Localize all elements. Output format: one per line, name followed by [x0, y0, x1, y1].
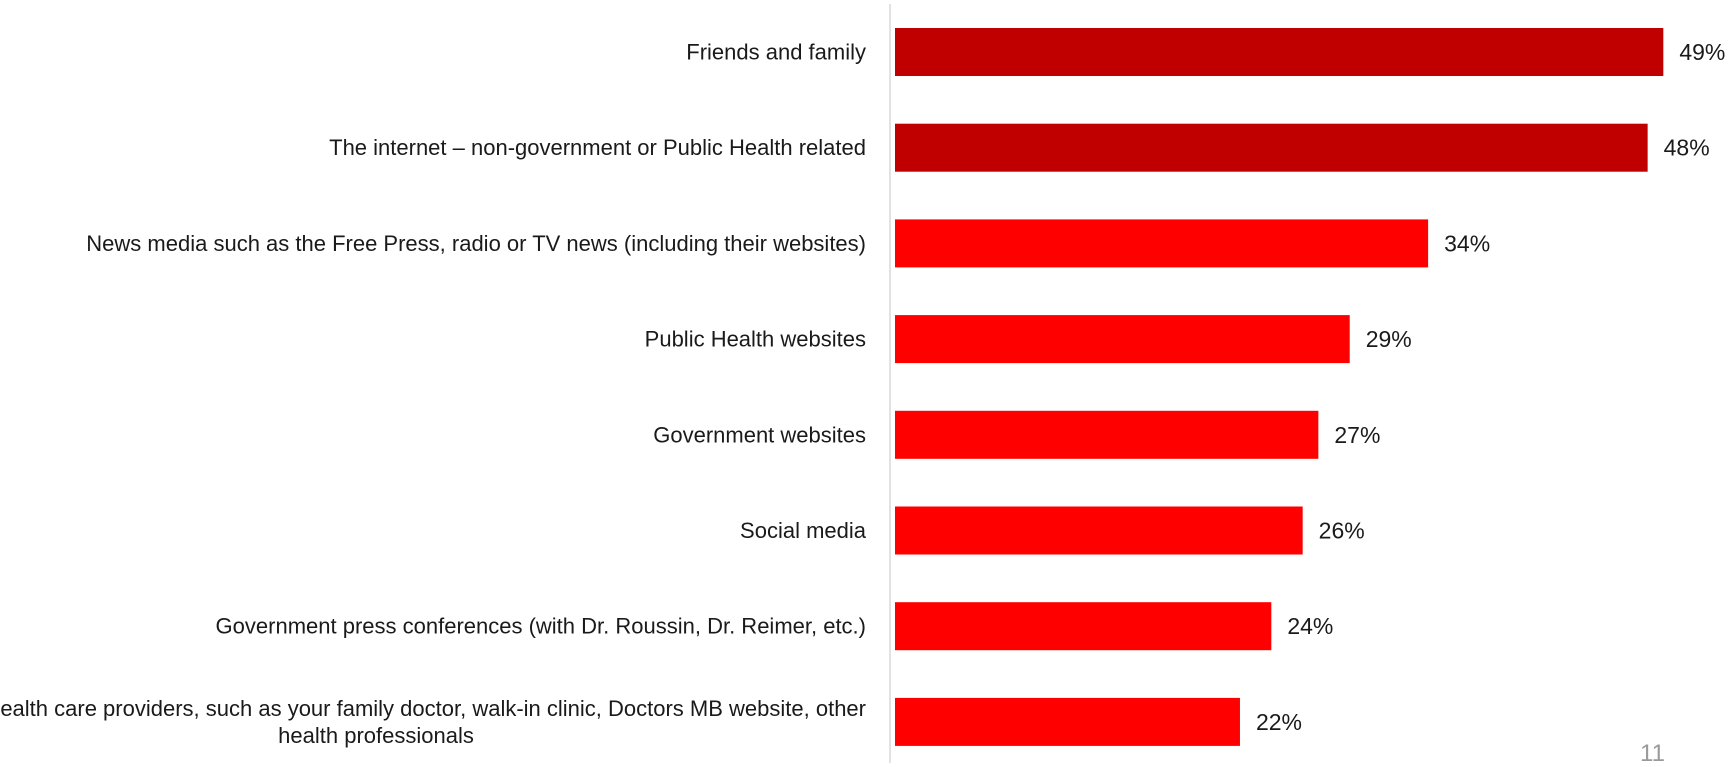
value-label: 49%	[1679, 39, 1725, 65]
category-label-group: Friends and family The internet – non-gov…	[0, 40, 867, 748]
bar	[895, 410, 1319, 459]
category-label: Friends and family	[686, 40, 866, 65]
category-label: The internet – non-government or Public …	[329, 135, 866, 160]
category-label: Government press conferences (with Dr. R…	[216, 614, 866, 639]
bar	[895, 123, 1648, 172]
value-label: 26%	[1319, 518, 1365, 544]
value-label: 24%	[1287, 613, 1333, 639]
category-label: Government websites	[653, 422, 866, 447]
value-label-group: 49% 48% 34% 29% 27% 26% 24% 22%	[1256, 39, 1725, 735]
bar	[895, 219, 1429, 268]
bar	[895, 315, 1350, 364]
value-label: 48%	[1664, 135, 1710, 161]
value-label: 29%	[1366, 326, 1412, 352]
value-label: 22%	[1256, 709, 1302, 735]
bar	[895, 602, 1272, 651]
category-label: Public Health websites	[645, 327, 866, 352]
bar	[895, 506, 1303, 555]
page-number: 11	[1640, 740, 1665, 767]
value-label: 34%	[1444, 230, 1490, 256]
bar	[895, 28, 1664, 76]
category-label: Social media	[740, 518, 867, 543]
category-label: Health care providers, such as your fami…	[0, 696, 866, 721]
category-label: health professionals	[278, 723, 474, 748]
value-label: 27%	[1334, 422, 1380, 448]
bar-group	[895, 28, 1664, 746]
category-label: News media such as the Free Press, radio…	[86, 231, 866, 256]
bar	[895, 697, 1240, 746]
